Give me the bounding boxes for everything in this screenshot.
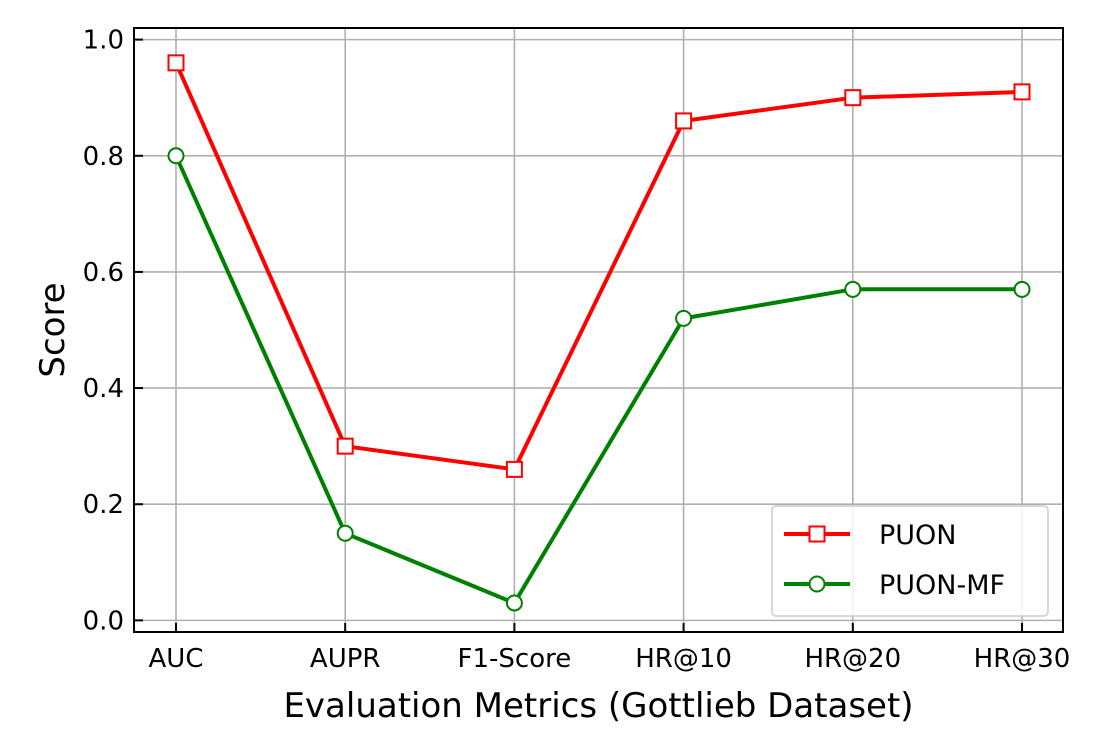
data-point [505, 460, 523, 478]
grid [134, 28, 1063, 632]
y-tick-label: 0.6 [83, 258, 124, 288]
data-point [167, 54, 185, 72]
y-axis-label: Score [33, 282, 73, 377]
y-tick-label: 0.4 [83, 374, 124, 404]
x-tick-label: HR@20 [804, 644, 901, 674]
data-point [1013, 83, 1031, 101]
data-point [675, 112, 693, 130]
x-tick-label: HR@30 [974, 644, 1071, 674]
y-tick-label: 0.8 [83, 142, 124, 172]
data-point [336, 524, 354, 542]
series-line-1 [174, 154, 1022, 605]
data-point [675, 309, 693, 327]
legend-marker [808, 525, 826, 543]
data-point [505, 594, 523, 612]
x-tick-label: AUC [149, 644, 204, 674]
legend: PUON PUON-MF [771, 505, 1049, 617]
x-tick-label: AUPR [310, 644, 381, 674]
data-point [336, 437, 354, 455]
legend-label: PUON-MF [879, 570, 1005, 601]
x-tick-label: F1-Score [458, 644, 572, 674]
x-axis-ticks: AUC AUPR F1-Score HR@10 HR@20 HR@30 [149, 623, 1071, 674]
x-tick-label: HR@10 [635, 644, 732, 674]
y-tick-label: 0.2 [83, 490, 124, 520]
plot-frame [133, 27, 1064, 633]
legend-label: PUON [879, 520, 957, 551]
data-point [167, 147, 185, 165]
y-tick-label: 1.0 [83, 26, 124, 56]
y-tick-label: 0.0 [83, 606, 124, 636]
x-axis-label: Evaluation Metrics (Gottlieb Dataset) [283, 686, 913, 726]
data-point [844, 280, 862, 298]
series-line-0 [174, 61, 1023, 472]
data-point [844, 89, 862, 107]
series-group [167, 54, 1031, 612]
data-point [1013, 280, 1031, 298]
y-axis-ticks: 0.0 0.2 0.4 0.6 0.8 1.0 [83, 26, 143, 636]
legend-marker [808, 575, 826, 593]
